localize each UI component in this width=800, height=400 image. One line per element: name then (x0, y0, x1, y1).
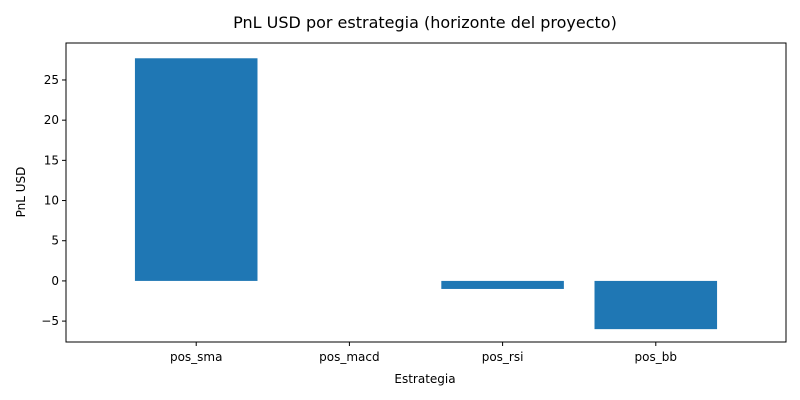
bar-pos_rsi (441, 280, 564, 289)
y-tick-label: 10 (44, 194, 59, 208)
bars-group (134, 58, 718, 330)
bar-pos_sma (134, 58, 258, 281)
x-axis-title: Estrategia (394, 372, 455, 386)
y-tick-label: 15 (44, 153, 59, 167)
x-tick-label: pos_bb (635, 350, 677, 364)
y-tick-label: −5 (41, 314, 59, 328)
y-axis: −5 0 5 10 15 20 25 (41, 73, 66, 328)
x-tick-label: pos_sma (170, 350, 223, 364)
bar-pos_bb (594, 280, 718, 330)
y-tick-label: 5 (51, 234, 59, 248)
y-tick-label: 20 (44, 113, 59, 127)
x-axis: pos_sma pos_macd pos_rsi pos_bb (170, 342, 677, 364)
y-tick-label: 25 (44, 73, 59, 87)
y-axis-title: PnL USD (14, 167, 28, 218)
y-tick-label: 0 (51, 274, 59, 288)
chart-title: PnL USD por estrategia (horizonte del pr… (233, 13, 617, 32)
x-tick-label: pos_rsi (482, 350, 524, 364)
x-tick-label: pos_macd (319, 350, 379, 364)
plot-frame (65, 42, 787, 343)
